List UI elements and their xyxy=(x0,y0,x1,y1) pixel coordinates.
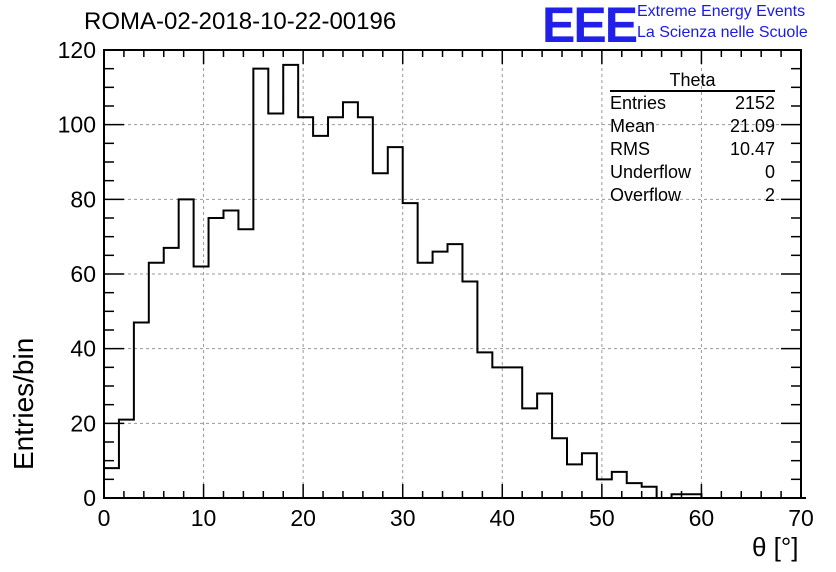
eee-logo: EEE xyxy=(542,0,638,53)
x-tick-label: 0 xyxy=(98,505,111,531)
stat-value: 21.09 xyxy=(729,116,775,136)
x-tick-label: 30 xyxy=(390,505,416,531)
y-tick-label: 100 xyxy=(58,112,96,138)
stat-value: 2152 xyxy=(734,93,775,113)
y-tick-label: 80 xyxy=(70,186,96,212)
x-axis-label: θ [°] xyxy=(752,532,799,562)
y-tick-label: 20 xyxy=(70,410,96,436)
stat-value: 0 xyxy=(764,162,775,182)
stat-label: Entries xyxy=(610,93,667,113)
stat-label: RMS xyxy=(610,139,650,159)
x-tick-label: 10 xyxy=(191,505,217,531)
x-tick-label: 40 xyxy=(489,505,515,531)
stat-row-underflow: Underflow 0 xyxy=(610,161,775,184)
stat-label: Mean xyxy=(610,116,656,136)
histogram-step-line xyxy=(103,63,806,499)
stat-value: 2 xyxy=(764,185,775,205)
plot-title: ROMA-02-2018-10-22-00196 xyxy=(84,8,397,35)
stat-row-rms: RMS 10.47 xyxy=(610,138,775,161)
stat-value: 10.47 xyxy=(729,139,775,159)
stat-row-entries: Entries 2152 xyxy=(610,92,775,115)
stats-box: Theta Entries 2152 Mean 21.09 RMS 10.47 … xyxy=(610,70,775,207)
x-tick-label: 60 xyxy=(689,505,715,531)
y-tick-label: 0 xyxy=(83,485,96,511)
y-tick-label: 60 xyxy=(70,261,96,287)
y-tick-label: 40 xyxy=(70,336,96,362)
y-tick-label: 120 xyxy=(58,37,96,63)
stat-row-overflow: Overflow 2 xyxy=(610,184,775,207)
y-axis-label: Entries/bin xyxy=(8,337,39,470)
logo-line-1: Extreme Energy Events xyxy=(637,3,806,20)
stat-label: Overflow xyxy=(610,185,682,205)
grid-lines xyxy=(104,50,801,498)
x-tick-label: 50 xyxy=(589,505,615,531)
stat-label: Underflow xyxy=(610,162,692,182)
axis-ticks xyxy=(103,49,802,499)
stats-title: Theta xyxy=(610,70,775,92)
x-tick-label: 20 xyxy=(290,505,316,531)
stat-row-mean: Mean 21.09 xyxy=(610,115,775,138)
logo-line-2: La Scienza nelle Scuole xyxy=(637,24,808,41)
x-tick-label: 70 xyxy=(788,505,814,531)
